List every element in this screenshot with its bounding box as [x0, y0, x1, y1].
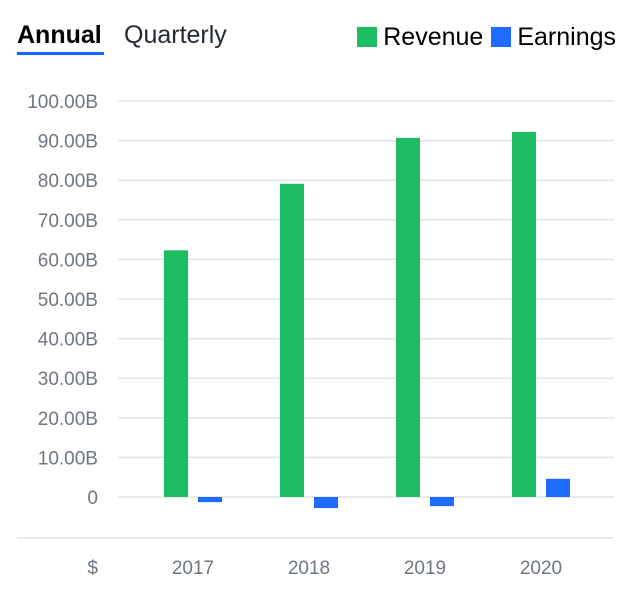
- legend-swatch-earnings: [491, 27, 512, 47]
- bar-revenue-2019[interactable]: [396, 137, 420, 497]
- y-tick-label: 60.00B: [38, 250, 98, 271]
- bar-earnings-2017[interactable]: [198, 497, 222, 503]
- y-tick-label: 100.00B: [27, 92, 98, 113]
- y-tick-label: 20.00B: [38, 409, 98, 430]
- x-tick-label: 2019: [404, 558, 446, 579]
- y-tick-label: 40.00B: [38, 330, 98, 351]
- legend-label-earnings: Earnings: [517, 23, 616, 51]
- legend-label-revenue: Revenue: [383, 23, 484, 51]
- currency-symbol: $: [87, 558, 98, 579]
- bars-layer: [164, 131, 570, 509]
- bar-earnings-2019[interactable]: [430, 497, 454, 507]
- legend-item-earnings: Earnings: [491, 22, 616, 52]
- labels-layer: 0 10.00B 20.00B 30.00B 40.00B 50.00B 60.00B 70.…: [27, 92, 562, 579]
- y-tick-label: 0: [87, 488, 98, 509]
- bar-earnings-2018[interactable]: [314, 497, 338, 509]
- y-tick-label: 90.00B: [38, 132, 98, 153]
- x-tick-label: 2017: [172, 558, 214, 579]
- x-tick-label: 2020: [520, 558, 562, 579]
- bar-revenue-2020[interactable]: [512, 131, 536, 497]
- y-tick-label: 30.00B: [38, 369, 98, 390]
- y-tick-label: 70.00B: [38, 211, 98, 232]
- tab-annual[interactable]: Annual: [17, 21, 102, 49]
- tab-annual-underline: [17, 52, 104, 55]
- legend-swatch-revenue: [357, 27, 378, 47]
- bar-earnings-2020[interactable]: [546, 478, 570, 497]
- bar-revenue-2018[interactable]: [280, 183, 304, 497]
- tab-quarterly[interactable]: Quarterly: [124, 21, 227, 49]
- chart-legend: Revenue Earnings: [349, 22, 616, 52]
- y-tick-label: 50.00B: [38, 290, 98, 311]
- legend-item-revenue: Revenue: [357, 22, 483, 52]
- y-tick-label: 10.00B: [38, 448, 98, 469]
- bar-revenue-2017[interactable]: [164, 250, 188, 497]
- y-tick-label: 80.00B: [38, 171, 98, 192]
- x-tick-label: 2018: [288, 558, 330, 579]
